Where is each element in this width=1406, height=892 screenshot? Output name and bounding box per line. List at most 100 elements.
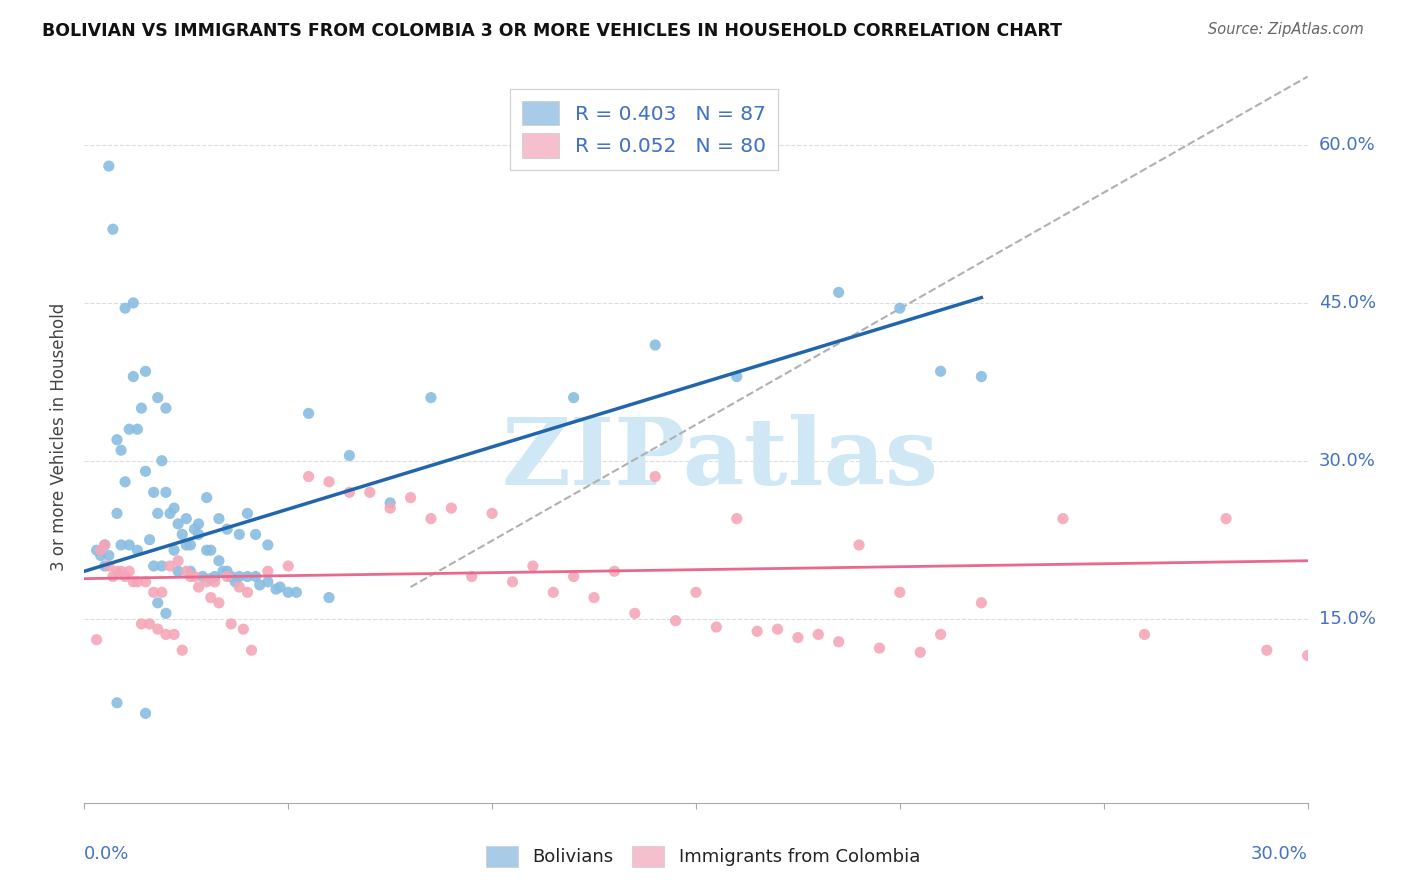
Point xyxy=(195,574,218,589)
Point xyxy=(146,391,169,405)
Point xyxy=(380,496,402,510)
Point xyxy=(135,706,157,721)
Point xyxy=(204,569,226,583)
Point xyxy=(228,527,250,541)
Point xyxy=(236,569,259,583)
Point xyxy=(318,591,340,605)
Point xyxy=(929,364,952,378)
Point xyxy=(90,549,112,563)
Text: BOLIVIAN VS IMMIGRANTS FROM COLOMBIA 3 OR MORE VEHICLES IN HOUSEHOLD CORRELATION: BOLIVIAN VS IMMIGRANTS FROM COLOMBIA 3 O… xyxy=(42,22,1062,40)
Point xyxy=(110,443,132,458)
Point xyxy=(827,634,849,648)
Point xyxy=(191,569,214,583)
Point xyxy=(908,645,931,659)
Point xyxy=(146,596,169,610)
Point xyxy=(766,622,789,636)
Point xyxy=(603,564,626,578)
Point xyxy=(827,285,849,300)
Point xyxy=(562,569,585,583)
Point xyxy=(114,301,136,315)
Point xyxy=(970,596,993,610)
Point xyxy=(228,569,250,583)
Point xyxy=(236,585,259,599)
Point xyxy=(86,543,108,558)
Point xyxy=(135,364,157,378)
Point xyxy=(257,564,280,578)
Point xyxy=(114,569,136,583)
Point xyxy=(664,614,686,628)
Point xyxy=(90,543,112,558)
Point xyxy=(889,585,911,599)
Point xyxy=(208,511,231,525)
Point xyxy=(359,485,381,500)
Point xyxy=(257,538,280,552)
Point xyxy=(704,620,728,634)
Point xyxy=(86,632,108,647)
Point xyxy=(420,391,443,405)
Point xyxy=(461,569,484,583)
Point xyxy=(138,616,160,631)
Point xyxy=(228,580,250,594)
Point xyxy=(236,507,259,521)
Point xyxy=(183,569,205,583)
Point xyxy=(105,564,128,578)
Point xyxy=(420,511,443,525)
Point xyxy=(245,569,267,583)
Text: ZIPatlas: ZIPatlas xyxy=(502,414,939,504)
Point xyxy=(929,627,952,641)
Point xyxy=(135,574,157,589)
Point xyxy=(298,406,321,420)
Point xyxy=(970,369,993,384)
Point xyxy=(339,449,360,463)
Point xyxy=(138,533,160,547)
Point xyxy=(195,543,218,558)
Point xyxy=(187,580,209,594)
Text: Source: ZipAtlas.com: Source: ZipAtlas.com xyxy=(1208,22,1364,37)
Point xyxy=(582,591,605,605)
Point xyxy=(298,469,321,483)
Point xyxy=(501,574,523,589)
Point xyxy=(219,569,242,583)
Point xyxy=(135,464,157,478)
Point xyxy=(131,401,153,416)
Point xyxy=(163,543,186,558)
Point xyxy=(93,538,115,552)
Point xyxy=(110,538,132,552)
Point xyxy=(869,641,891,656)
Point xyxy=(183,522,205,536)
Point xyxy=(269,580,291,594)
Point xyxy=(195,491,218,505)
Point xyxy=(277,585,299,599)
Point xyxy=(889,301,911,315)
Y-axis label: 3 or more Vehicles in Household: 3 or more Vehicles in Household xyxy=(51,303,69,571)
Legend: Bolivians, Immigrants from Colombia: Bolivians, Immigrants from Colombia xyxy=(478,838,928,874)
Point xyxy=(848,538,870,552)
Point xyxy=(481,507,503,521)
Point xyxy=(204,574,226,589)
Point xyxy=(101,222,124,236)
Point xyxy=(167,564,190,578)
Point xyxy=(150,454,173,468)
Point xyxy=(339,485,360,500)
Point xyxy=(747,624,769,639)
Point xyxy=(105,433,128,447)
Point xyxy=(217,569,239,583)
Point xyxy=(105,696,128,710)
Point xyxy=(232,622,254,636)
Point xyxy=(150,585,173,599)
Point xyxy=(142,485,165,500)
Point xyxy=(807,627,830,641)
Point xyxy=(159,559,181,574)
Point xyxy=(187,527,209,541)
Point xyxy=(725,369,748,384)
Point xyxy=(105,507,128,521)
Point xyxy=(725,511,748,525)
Text: 30.0%: 30.0% xyxy=(1251,845,1308,863)
Point xyxy=(118,538,141,552)
Point xyxy=(257,574,280,589)
Point xyxy=(1215,511,1237,525)
Point xyxy=(97,559,120,574)
Point xyxy=(167,554,190,568)
Point xyxy=(1133,627,1156,641)
Point xyxy=(219,616,242,631)
